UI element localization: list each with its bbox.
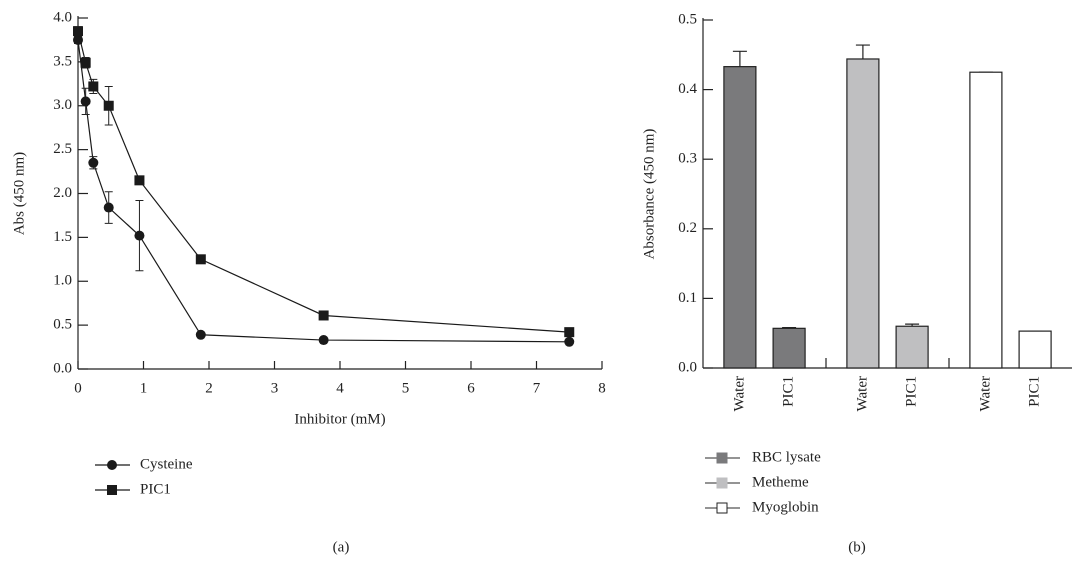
y-tick-label: 0.0 [53, 360, 72, 376]
y-tick-label: 4.0 [53, 9, 72, 25]
data-point [564, 336, 575, 347]
y-tick-label: 0.5 [678, 11, 697, 27]
data-point [88, 81, 99, 92]
legend-marker [107, 460, 117, 470]
legend-label: RBC lysate [752, 449, 821, 465]
y-tick-label: 0.3 [678, 151, 697, 167]
data-point [80, 96, 91, 107]
y-tick-label: 3.0 [53, 97, 72, 113]
bar [895, 325, 929, 369]
legend-swatch [716, 452, 728, 464]
x-tick-label: 8 [598, 380, 606, 396]
x-tick-label: Water [977, 376, 993, 411]
x-tick-label: 3 [271, 380, 279, 396]
series-line [77, 39, 570, 343]
legend-swatch [716, 477, 728, 489]
x-tick-label: Water [854, 376, 870, 411]
x-tick-label: 7 [533, 380, 541, 396]
bar [723, 66, 757, 369]
legend-label: Cysteine [140, 456, 193, 472]
data-point [103, 100, 114, 111]
x-tick-label: 4 [336, 380, 344, 396]
y-axis-label: Abs (450 nm) [11, 152, 27, 235]
series-line [77, 31, 570, 333]
data-point [195, 329, 206, 340]
error-bar [855, 44, 870, 59]
x-tick-label: 2 [205, 380, 213, 396]
y-tick-label: 2.0 [53, 185, 72, 201]
data-point [318, 335, 329, 346]
y-tick-label: 0.2 [678, 220, 697, 236]
legend-label: Metheme [752, 474, 809, 490]
x-tick-label: Water [731, 376, 747, 411]
y-tick-label: 2.5 [53, 141, 72, 157]
legend-label: PIC1 [140, 481, 171, 497]
legend-swatch [716, 502, 728, 514]
data-point [103, 202, 114, 213]
y-tick-label: 0.5 [53, 317, 72, 333]
legend-marker [107, 485, 117, 495]
y-tick-label: 0.0 [678, 359, 697, 375]
panel-label: (b) [848, 539, 866, 555]
x-tick-label: PIC1 [1027, 376, 1043, 407]
y-tick-label: 0.1 [678, 290, 697, 306]
panel-label: (a) [333, 539, 350, 555]
x-tick-label: 5 [402, 380, 410, 396]
x-tick-label: 6 [467, 380, 475, 396]
data-point [318, 310, 329, 321]
x-tick-label: 1 [140, 380, 148, 396]
y-axis-label: Absorbance (450 nm) [641, 129, 657, 260]
data-point [73, 26, 83, 37]
y-tick-label: 0.4 [678, 81, 697, 97]
bar [1018, 330, 1052, 369]
data-point [195, 254, 206, 265]
x-tick-label: 0 [74, 380, 82, 396]
y-tick-label: 1.0 [53, 273, 72, 289]
bar [846, 58, 880, 369]
y-tick-label: 3.5 [53, 53, 72, 69]
y-tick-label: 1.5 [53, 229, 72, 245]
data-point [80, 57, 91, 68]
data-point [88, 157, 99, 168]
error-bar [732, 50, 747, 67]
data-point [134, 175, 145, 186]
x-axis-label: Inhibitor (mM) [294, 411, 385, 427]
data-point [134, 230, 145, 241]
x-tick-label: PIC1 [904, 376, 920, 407]
legend-label: Myoglobin [752, 499, 819, 515]
bar [969, 71, 1003, 369]
x-tick-label: PIC1 [781, 376, 797, 407]
data-point [564, 327, 575, 338]
bar [772, 327, 806, 369]
